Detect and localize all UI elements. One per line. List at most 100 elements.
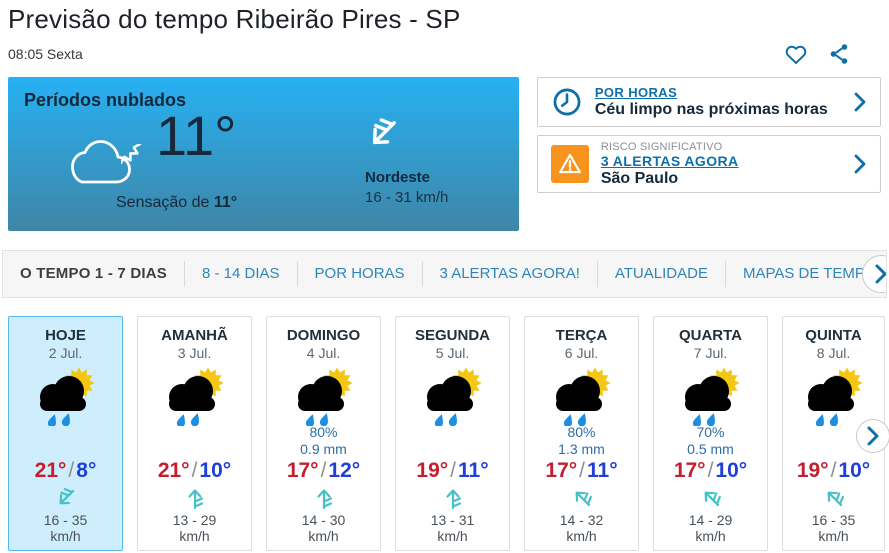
- wind-barb-arrow-icon: [9, 484, 122, 512]
- day-name: TERÇA: [555, 327, 608, 344]
- day-card-segunda[interactable]: SEGUNDA 5 Jul. 19°/11° 13 - 31 km/h: [395, 316, 510, 551]
- temp-min: 11°: [587, 459, 618, 482]
- wind-speed-unit: km/h: [308, 528, 339, 544]
- wind-barb-arrow-icon: [396, 486, 509, 512]
- days-next-button[interactable]: [856, 419, 889, 453]
- current-condition: Períodos nublados: [24, 90, 187, 110]
- seven-day-forecast: HOJE 2 Jul. 21°/8° 16 - 35 km/h AMANHÃ 3: [8, 316, 889, 551]
- current-wind-direction: Nordeste: [365, 169, 431, 186]
- tab-1-7-dias[interactable]: O TEMPO 1 - 7 DIAS: [20, 265, 167, 282]
- day-name: SEGUNDA: [414, 327, 490, 344]
- wind-speed-unit: km/h: [437, 528, 468, 544]
- day-name: QUINTA: [805, 327, 862, 344]
- favorite-button[interactable]: [783, 42, 809, 66]
- share-icon: [830, 44, 848, 64]
- cloud-sun-icon: [9, 364, 122, 424]
- day-temperatures: 17°/10°: [654, 458, 767, 484]
- wind-barb-arrow-icon: [267, 486, 380, 512]
- wind-speed: 13 - 29: [172, 512, 217, 528]
- temp-min: 10°: [199, 459, 232, 482]
- rain-volume: 1.3 mm: [558, 441, 605, 457]
- temp-separator: /: [707, 459, 714, 482]
- temp-separator: /: [830, 459, 837, 482]
- chevron-right-icon: [854, 154, 866, 174]
- wind-speed: 16 - 35: [811, 512, 856, 528]
- day-name: AMANHÃ: [161, 327, 228, 344]
- alert-location: São Paulo: [600, 169, 679, 187]
- current-wind-speed: 16 - 31 km/h: [365, 189, 449, 206]
- day-card-amanha[interactable]: AMANHÃ 3 Jul. 21°/10° 13 - 29 km/h: [137, 316, 252, 551]
- alerts-link[interactable]: 3 ALERTAS AGORA: [600, 152, 739, 169]
- rain-volume: 0.5 mm: [687, 441, 734, 457]
- wind-speed: 14 - 30: [301, 512, 346, 528]
- day-temperatures: 19°/10°: [783, 458, 884, 484]
- temp-min: 10°: [838, 459, 871, 482]
- day-card-quarta[interactable]: QUARTA 7 Jul. 70% 0.5 mm 17°/10° 14 - 29…: [653, 316, 768, 551]
- temp-max: 19°: [416, 459, 449, 482]
- alerts-card[interactable]: RISCO SIGNIFICATIVO 3 ALERTAS AGORA São …: [536, 135, 881, 193]
- temp-separator: /: [579, 459, 585, 482]
- wind-speed: 13 - 31: [430, 512, 475, 528]
- wind-speed: 14 - 29: [688, 512, 733, 528]
- page-title: Previsão do tempo Ribeirão Pires - SP: [8, 4, 461, 34]
- cloud-sun-icon: [783, 364, 884, 424]
- cloud-sun-icon: [396, 364, 509, 424]
- wind-barb-arrow-icon: [783, 486, 884, 512]
- hourly-link[interactable]: POR HORAS: [594, 85, 678, 100]
- temp-max: 17°: [673, 459, 706, 482]
- temp-min: 12°: [328, 459, 361, 482]
- meta-row: 08:05 Sexta: [0, 35, 889, 65]
- temp-max: 21°: [157, 459, 190, 482]
- wind-barb-arrow-icon: [138, 486, 251, 512]
- current-temperature: 11°: [156, 104, 237, 167]
- wind-barb-arrow-icon: [654, 486, 767, 512]
- day-temperatures: 21°/10°: [138, 458, 251, 484]
- temp-max: 17°: [286, 459, 319, 482]
- tab-mapas[interactable]: MAPAS DE TEMPE: [724, 261, 886, 287]
- day-temperatures: 17°/12°: [267, 458, 380, 484]
- wind-speed-unit: km/h: [695, 528, 726, 544]
- cloud-sun-rain-icon: [267, 364, 380, 424]
- tabs-next-button[interactable]: [862, 255, 886, 293]
- hourly-subtitle: Céu limpo nas próximas horas: [594, 101, 828, 118]
- day-date: 5 Jul.: [435, 345, 470, 361]
- tab-atualidade[interactable]: ATUALIDADE: [596, 261, 725, 287]
- wind-barb-arrow-icon: [365, 113, 403, 151]
- wind-speed-unit: km/h: [179, 528, 210, 544]
- temp-separator: /: [191, 459, 198, 482]
- wind-speed-unit: km/h: [50, 528, 81, 544]
- cloud-sun-rain-icon: [525, 364, 638, 424]
- day-name: QUARTA: [678, 327, 743, 344]
- alert-kicker: RISCO SIGNIFICATIVO: [600, 140, 723, 153]
- quick-links: POR HORAS Céu limpo nas próximas horas: [536, 77, 881, 231]
- temp-min: 11°: [458, 459, 489, 482]
- hourly-forecast-card[interactable]: POR HORAS Céu limpo nas próximas horas: [536, 77, 881, 127]
- share-button[interactable]: [827, 42, 853, 66]
- temp-separator: /: [450, 459, 456, 482]
- day-name: HOJE: [45, 327, 86, 344]
- temp-max: 17°: [545, 459, 578, 482]
- day-card-hoje[interactable]: HOJE 2 Jul. 21°/8° 16 - 35 km/h: [8, 316, 123, 551]
- tab-por-horas[interactable]: POR HORAS: [296, 261, 422, 287]
- feels-like-value: 11°: [213, 194, 238, 211]
- tab-alertas[interactable]: 3 ALERTAS AGORA!: [421, 261, 597, 287]
- cloud-sun-outline-icon: [71, 123, 142, 184]
- clock-icon: [553, 88, 581, 116]
- current-conditions-card: Períodos nublados 11° Sensação de 11° No…: [8, 77, 519, 231]
- warning-triangle-icon: [550, 145, 589, 183]
- temp-min: 10°: [715, 459, 748, 482]
- chevron-right-icon: [875, 264, 886, 284]
- current-datetime: 08:05 Sexta: [8, 46, 83, 62]
- wind-speed-unit: km/h: [818, 528, 849, 544]
- rain-probability: 70%: [696, 424, 725, 440]
- tab-8-14-dias[interactable]: 8 - 14 DIAS: [183, 261, 297, 287]
- day-date: 2 Jul.: [48, 345, 83, 361]
- temp-min: 8°: [76, 459, 97, 482]
- day-card-domingo[interactable]: DOMINGO 4 Jul. 80% 0.9 mm 17°/12° 14 - 3…: [266, 316, 381, 551]
- day-temperatures: 19°/11°: [396, 458, 509, 484]
- temp-max: 19°: [796, 459, 829, 482]
- day-card-terca[interactable]: TERÇA 6 Jul. 80% 1.3 mm 17°/11° 14 - 32 …: [524, 316, 639, 551]
- day-date: 6 Jul.: [564, 345, 599, 361]
- day-date: 3 Jul.: [177, 345, 212, 361]
- day-name: DOMINGO: [286, 327, 361, 344]
